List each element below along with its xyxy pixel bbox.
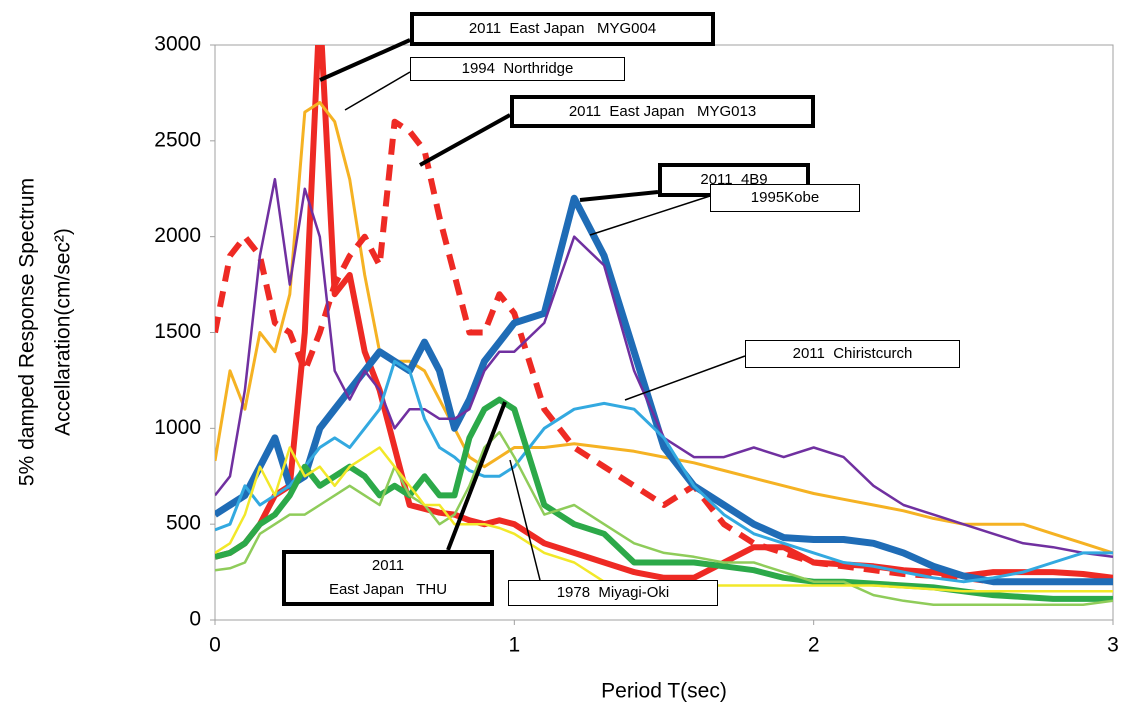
series-label: 1995Kobe [710, 184, 860, 212]
callout-leader [509, 459, 541, 581]
series-line [215, 118, 1113, 585]
series-label: 1978 Miyagi-Oki [508, 580, 718, 606]
series-label: 1994 Northridge [410, 57, 625, 81]
x-axis-title: Period T(sec) [601, 680, 727, 703]
y-tick-label: 2500 [154, 128, 201, 151]
series-label: 2011 Chiristcurch [745, 340, 960, 368]
y-axis-title: 5% damped Response Spectrum [16, 178, 39, 486]
lines [215, 45, 1113, 606]
series-line [215, 396, 1113, 602]
series-line [215, 194, 1113, 586]
callout-leader [589, 195, 711, 236]
series-line [215, 177, 1113, 559]
plot-area [214, 44, 1114, 621]
y-tick-label: 500 [166, 512, 201, 535]
series-label: 2011 East Japan THU [282, 550, 494, 606]
series-line [215, 446, 1113, 593]
y-tick-label: 0 [189, 608, 201, 631]
series-label: 2011 East Japan MYG004 [410, 12, 715, 46]
callout-leader [446, 401, 507, 551]
callout-leader [579, 190, 659, 202]
series-line [215, 45, 1113, 581]
y-axis-title: Accellaration(cm/sec²) [52, 228, 75, 436]
callout-leader [624, 355, 746, 401]
x-tick-label: 2 [808, 634, 820, 657]
x-tick-label: 3 [1107, 634, 1119, 657]
series-label: 2011 East Japan MYG013 [510, 95, 815, 128]
callout-leader [344, 71, 411, 111]
callout-leader [319, 38, 411, 82]
series-line [215, 430, 1113, 606]
y-tick-label: 1000 [154, 416, 201, 439]
leaders [319, 38, 746, 581]
callout-leader [419, 113, 511, 167]
series-line [215, 359, 1113, 584]
x-tick-label: 0 [209, 634, 221, 657]
y-tick-label: 1500 [154, 320, 201, 343]
y-tick-label: 2000 [154, 224, 201, 247]
y-tick-label: 3000 [154, 33, 201, 56]
x-tick-label: 1 [508, 634, 520, 657]
series-line [215, 101, 1113, 555]
